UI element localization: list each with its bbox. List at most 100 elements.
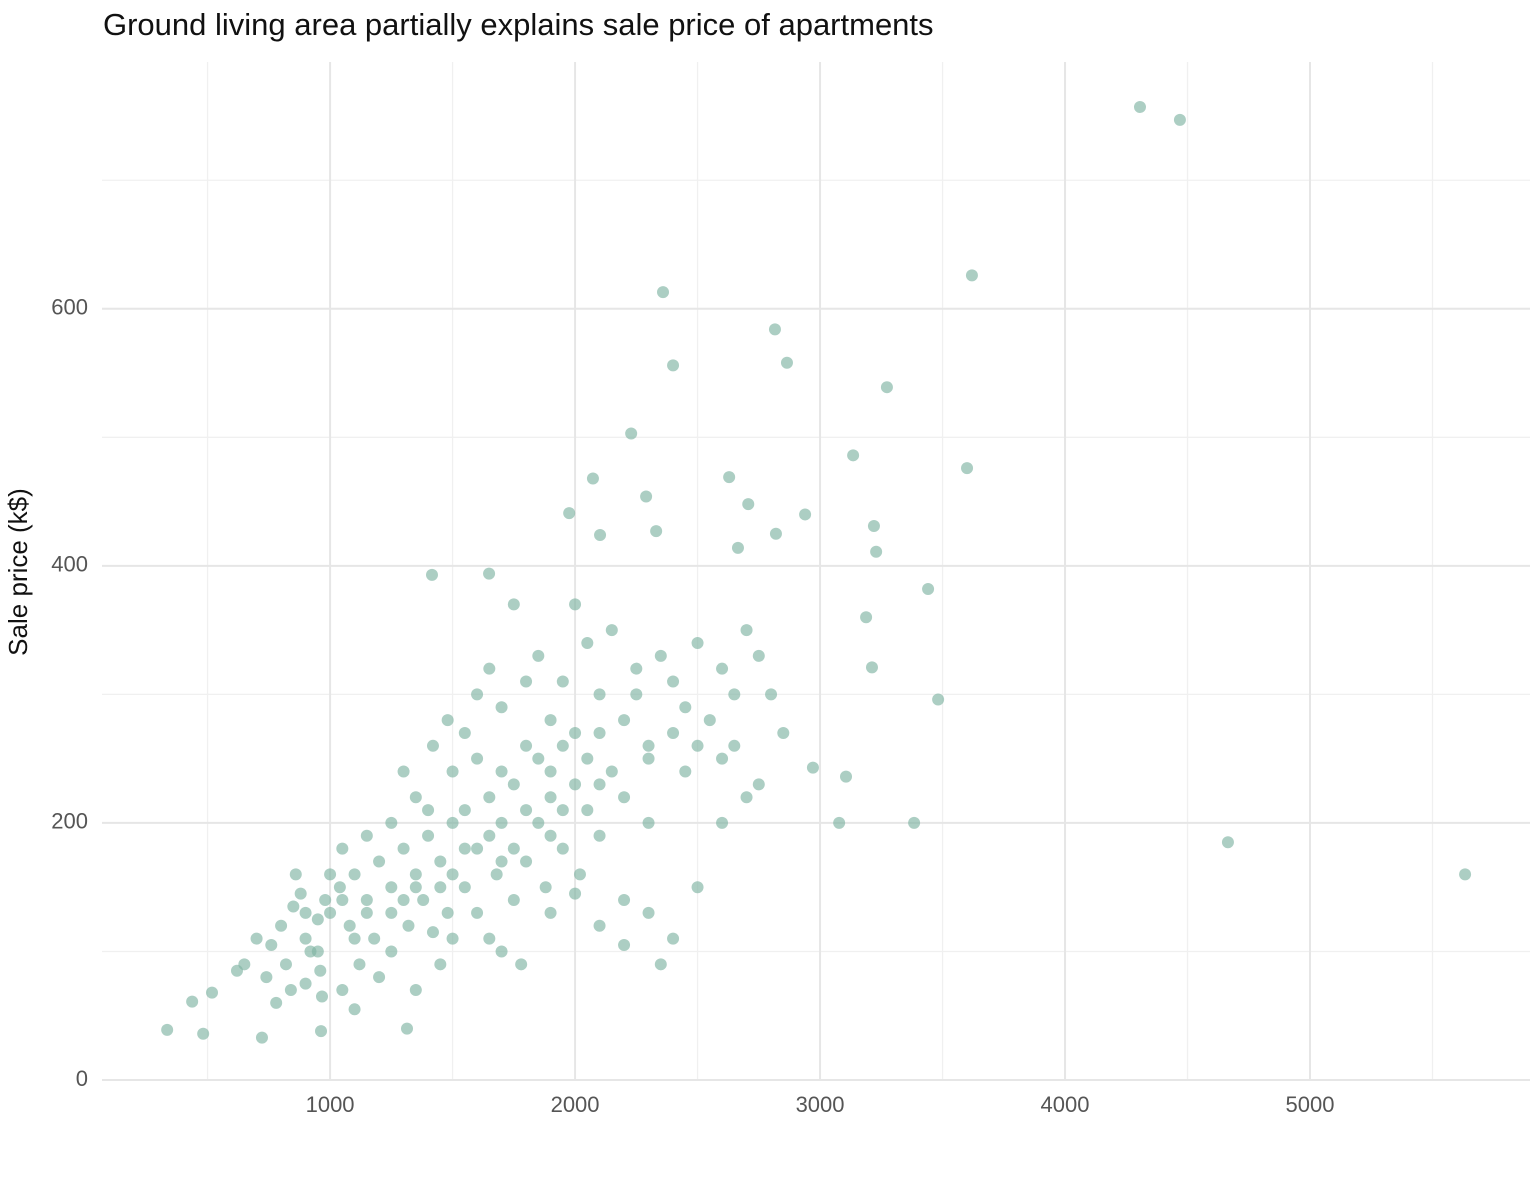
point — [471, 906, 484, 919]
point — [348, 1003, 361, 1016]
point — [495, 945, 508, 958]
point — [1173, 113, 1186, 126]
point — [532, 816, 545, 829]
y-tick-label: 600 — [51, 295, 88, 320]
point — [446, 932, 459, 945]
point — [569, 598, 582, 611]
point — [520, 804, 533, 817]
point — [495, 765, 508, 778]
point — [569, 778, 582, 791]
point — [618, 714, 631, 727]
point — [1459, 868, 1472, 881]
point — [287, 900, 300, 913]
point — [483, 567, 496, 580]
point — [520, 739, 533, 752]
point — [833, 816, 846, 829]
point — [625, 427, 638, 440]
point — [515, 958, 528, 971]
point — [618, 791, 631, 804]
point — [434, 958, 447, 971]
point — [703, 714, 716, 727]
point — [294, 887, 307, 900]
y-tick-label: 0 — [76, 1066, 88, 1091]
point — [446, 816, 459, 829]
point — [840, 770, 853, 783]
point — [605, 765, 618, 778]
point — [573, 868, 586, 881]
point — [532, 752, 545, 765]
point — [769, 527, 782, 540]
point — [385, 945, 398, 958]
point — [667, 359, 680, 372]
point — [319, 894, 332, 907]
point — [556, 675, 569, 688]
point — [507, 778, 520, 791]
point — [385, 906, 398, 919]
point — [422, 804, 435, 817]
point — [532, 649, 545, 662]
point — [667, 675, 680, 688]
point — [691, 739, 704, 752]
point — [401, 1022, 414, 1035]
point — [471, 752, 484, 765]
chart-title: Ground living area partially explains sa… — [103, 7, 934, 42]
point — [908, 816, 921, 829]
point — [728, 688, 741, 701]
point — [336, 842, 349, 855]
point — [593, 919, 606, 932]
point — [932, 693, 945, 706]
point — [315, 990, 328, 1003]
point — [360, 894, 373, 907]
point — [495, 701, 508, 714]
point — [544, 765, 557, 778]
point — [556, 739, 569, 752]
point — [618, 939, 631, 952]
point — [679, 701, 692, 714]
point — [847, 449, 860, 462]
point — [520, 855, 533, 868]
point — [742, 498, 755, 511]
point — [299, 977, 312, 990]
point — [458, 842, 471, 855]
point — [880, 381, 893, 394]
point — [630, 688, 643, 701]
y-tick-label: 400 — [51, 552, 88, 577]
x-tick-label: 1000 — [306, 1092, 355, 1117]
point — [230, 964, 243, 977]
point — [593, 829, 606, 842]
point — [922, 582, 935, 595]
point — [507, 598, 520, 611]
point — [161, 1023, 174, 1036]
point — [373, 971, 386, 984]
point — [544, 714, 557, 727]
point — [581, 636, 594, 649]
point — [373, 855, 386, 868]
point — [422, 829, 435, 842]
point — [642, 816, 655, 829]
point — [250, 932, 263, 945]
point — [723, 471, 736, 484]
point — [642, 906, 655, 919]
x-tick-label: 5000 — [1286, 1092, 1335, 1117]
point — [870, 545, 883, 558]
point — [716, 752, 729, 765]
point — [716, 816, 729, 829]
point — [507, 894, 520, 907]
point — [397, 842, 410, 855]
point — [324, 906, 337, 919]
point — [409, 881, 422, 894]
point — [630, 662, 643, 675]
point — [402, 919, 415, 932]
point — [483, 791, 496, 804]
point — [426, 739, 439, 752]
point — [593, 688, 606, 701]
point — [275, 919, 288, 932]
point — [593, 726, 606, 739]
point — [446, 765, 459, 778]
point — [860, 611, 873, 624]
point — [691, 636, 704, 649]
point — [336, 984, 349, 997]
point — [471, 688, 484, 701]
point — [752, 778, 765, 791]
